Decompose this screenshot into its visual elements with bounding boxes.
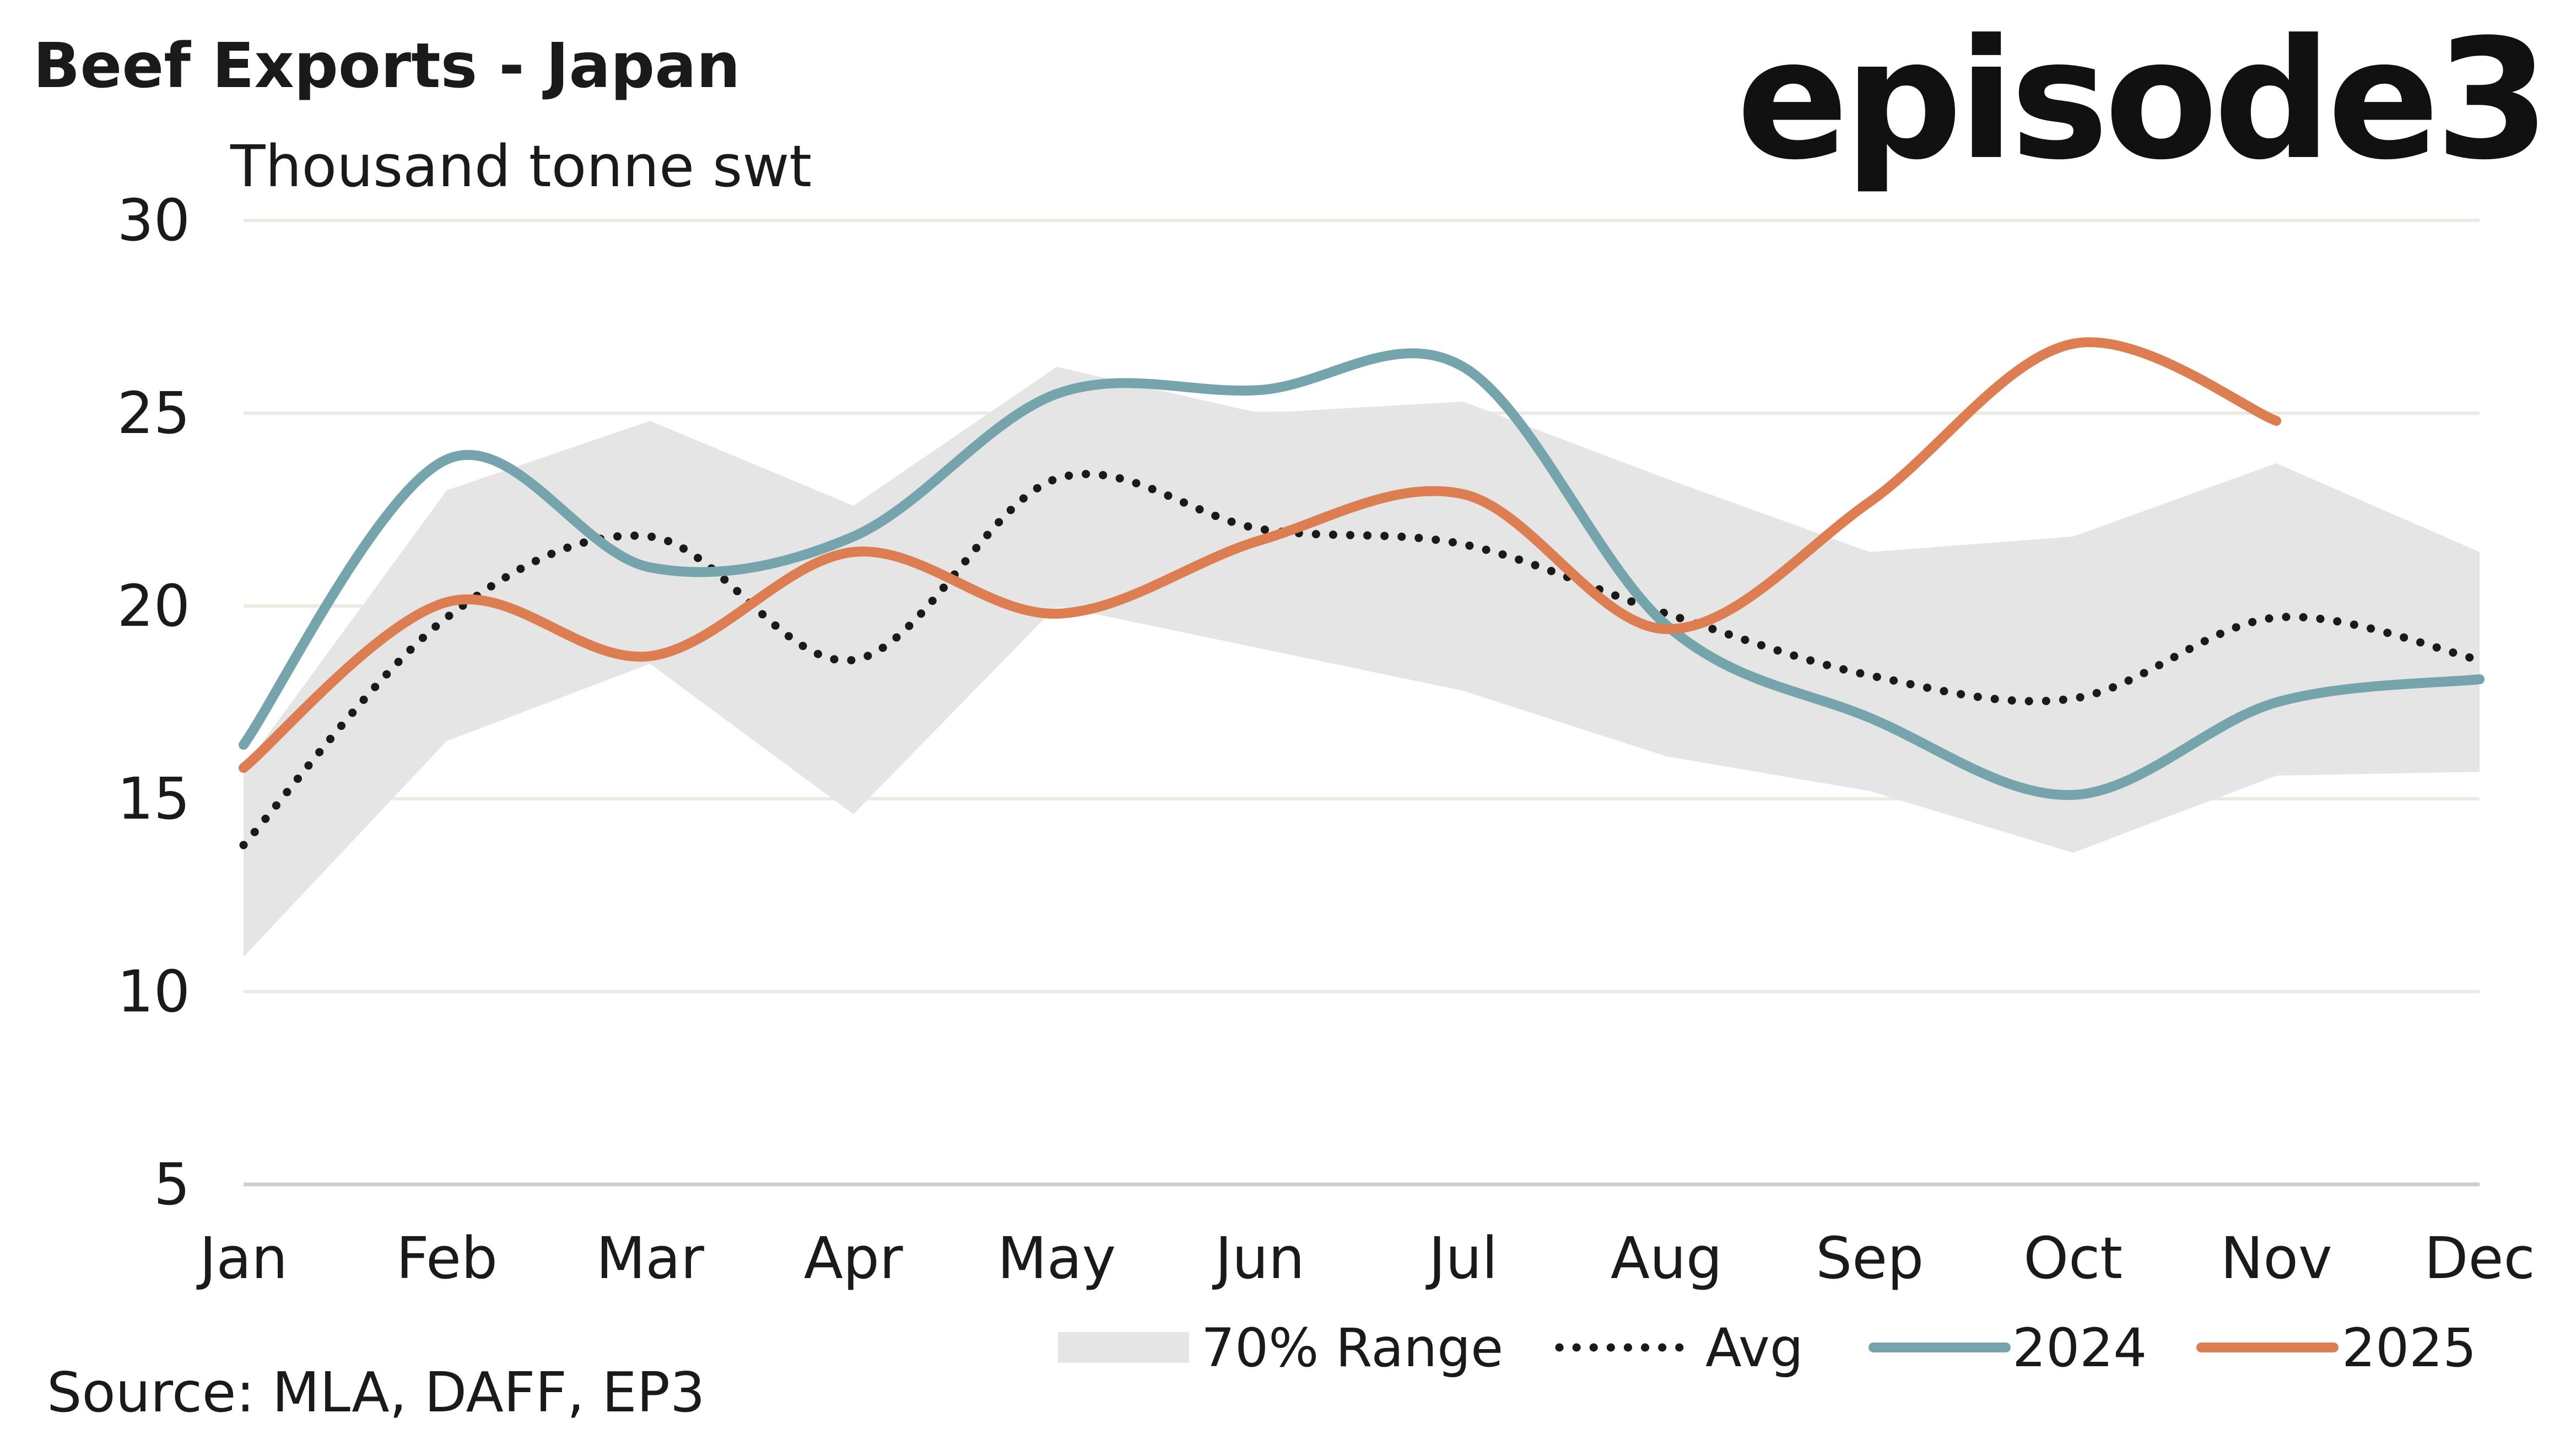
x-tick-label: Jan	[196, 1225, 288, 1292]
x-tick-label: Jul	[1425, 1225, 1498, 1292]
y-tick-label: 10	[117, 958, 190, 1025]
source-note: Source: MLA, DAFF, EP3	[47, 1360, 705, 1425]
legend-2025-label: 2025	[2342, 1317, 2476, 1379]
legend: 70% Range Avg 2024 2025	[1058, 1317, 2476, 1379]
legend-range-label: 70% Range	[1201, 1317, 1503, 1379]
x-tick-label: Sep	[1816, 1225, 1924, 1292]
legend-2024-label: 2024	[2012, 1317, 2147, 1379]
series-2024-line	[239, 348, 2485, 800]
x-tick-label: Jun	[1212, 1225, 1305, 1292]
y-tick-label: 15	[117, 765, 190, 832]
y-axis-label: Thousand tonne swt	[230, 133, 812, 200]
x-tick-label: Nov	[2221, 1225, 2332, 1292]
y-tick-label: 5	[154, 1151, 190, 1218]
x-tick-labels: Jan Feb Mar Apr May Jun Jul Aug Sep Oct Nov Dec	[196, 1225, 2535, 1292]
range-area	[244, 367, 2480, 957]
legend-range-swatch	[1058, 1332, 1189, 1363]
range-band	[244, 367, 2480, 957]
y-tick-labels: 5 10 15 20 25 30	[117, 187, 190, 1218]
x-tick-label: Mar	[596, 1225, 704, 1292]
y-tick-label: 20	[117, 572, 190, 640]
chart-title: Beef Exports - Japan	[33, 30, 741, 102]
x-tick-label: Dec	[2424, 1225, 2535, 1292]
brand-logo: episode3	[1736, 4, 2546, 196]
y-tick-label: 25	[117, 380, 190, 447]
x-tick-label: Aug	[1611, 1225, 1722, 1292]
x-tick-label: May	[997, 1225, 1116, 1292]
series-2025-line	[239, 337, 2282, 773]
x-tick-label: Oct	[2023, 1225, 2123, 1292]
legend-avg-label: Avg	[1705, 1317, 1803, 1379]
x-tick-label: Feb	[396, 1225, 498, 1292]
series-lines	[239, 337, 2485, 849]
y-tick-label: 30	[117, 187, 190, 254]
x-tick-label: Apr	[804, 1225, 903, 1292]
